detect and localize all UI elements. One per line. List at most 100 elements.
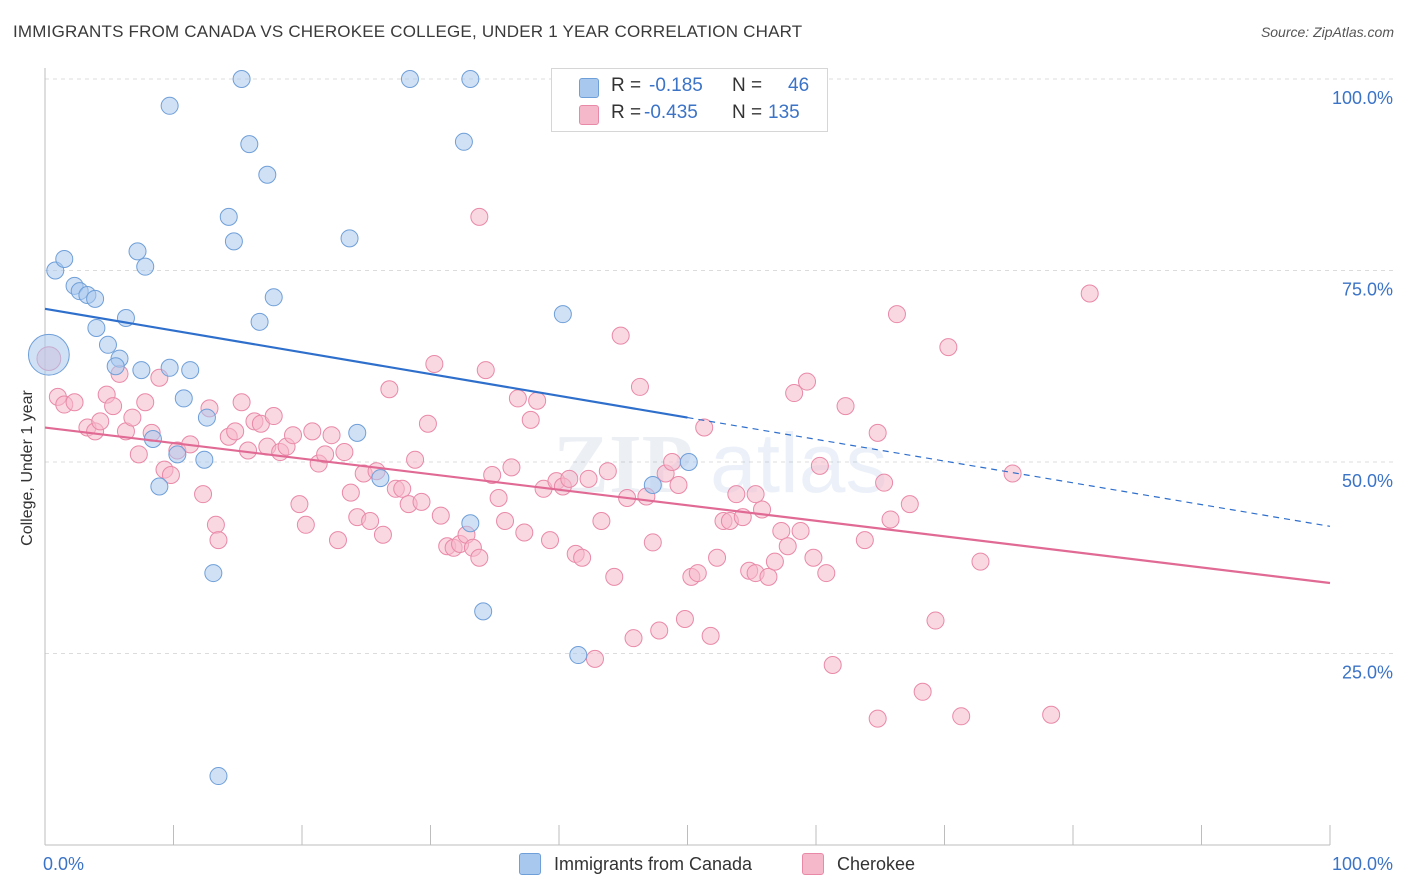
cherokee-point xyxy=(65,393,84,412)
cherokee-point xyxy=(881,510,900,529)
canada-point xyxy=(461,70,480,88)
canada-trendline-dashed xyxy=(687,416,1331,527)
cherokee-point xyxy=(663,453,682,471)
y-tick-label: 100.0% xyxy=(1332,88,1393,108)
canada-point xyxy=(197,408,216,427)
cherokee-point xyxy=(887,305,906,324)
y-tick-label: 50.0% xyxy=(1342,471,1393,491)
cherokee-point xyxy=(939,338,958,357)
cherokee-point xyxy=(431,506,450,525)
cherokee-point xyxy=(785,384,804,403)
cherokee-point xyxy=(952,707,971,726)
cherokee-point xyxy=(123,408,142,427)
cherokee-point xyxy=(643,533,662,552)
cherokee-point xyxy=(303,422,322,441)
cherokee-point xyxy=(521,410,540,429)
cherokee-point xyxy=(483,466,502,485)
cherokee-point xyxy=(701,626,720,645)
cherokee-point xyxy=(1003,464,1022,483)
x-tick-label-min: 0.0% xyxy=(43,854,84,874)
cherokee-point xyxy=(585,649,604,668)
cherokee-point xyxy=(296,515,315,534)
legend-n-label-canada: N = xyxy=(732,75,763,96)
cherokee-point xyxy=(926,611,945,630)
cherokee-point xyxy=(823,655,842,674)
legend-swatch-canada-bottom xyxy=(519,853,541,875)
cherokee-point xyxy=(528,391,547,410)
legend-name-cherokee: Cherokee xyxy=(837,853,916,874)
cherokee-point xyxy=(624,629,643,648)
cherokee-point xyxy=(489,489,508,508)
cherokee-point xyxy=(772,521,791,540)
canada-point xyxy=(454,132,473,151)
canada-point xyxy=(250,312,269,331)
canada-point xyxy=(181,361,200,380)
cherokee-point xyxy=(508,389,527,408)
cherokee-point xyxy=(598,462,617,481)
canada-point xyxy=(461,514,480,533)
cherokee-point xyxy=(264,407,283,426)
canada-point xyxy=(348,423,367,442)
canada-point xyxy=(98,335,117,354)
cherokee-point xyxy=(412,492,431,511)
cherokee-point xyxy=(91,412,110,431)
cherokee-point xyxy=(605,567,624,586)
source-label: Source: ZipAtlas.com xyxy=(1260,24,1394,40)
canada-point xyxy=(340,229,359,248)
canada-trendline xyxy=(44,307,688,419)
canada-point xyxy=(55,250,74,269)
canada-point xyxy=(204,564,223,583)
legend-n-value-cherokee: 135 xyxy=(768,102,800,123)
cherokee-point xyxy=(129,445,148,464)
cherokee-point xyxy=(611,326,630,345)
cherokee-point xyxy=(688,564,707,583)
canada-point xyxy=(168,445,187,464)
cherokee-point xyxy=(136,393,155,412)
canada-point xyxy=(371,469,390,488)
trendlines xyxy=(44,307,1331,585)
cherokee-point xyxy=(579,469,598,488)
cherokee-point xyxy=(765,552,784,571)
cherokee-point xyxy=(232,393,251,412)
canada-point xyxy=(136,257,155,276)
cherokee-point xyxy=(798,372,817,391)
cherokee-point xyxy=(875,473,894,492)
cherokee-point xyxy=(209,531,228,550)
cherokee-point xyxy=(675,610,694,629)
cherokee-point xyxy=(361,511,380,530)
legend-item-canada: Immigrants from Canada xyxy=(519,853,752,875)
legend-swatch-cherokee-bottom xyxy=(802,853,824,875)
cherokee-point xyxy=(836,397,855,416)
canada-point xyxy=(174,389,193,408)
canada-point xyxy=(258,165,277,184)
legend-swatch-canada xyxy=(579,78,599,98)
cherokee-point xyxy=(418,414,437,433)
canada-point xyxy=(474,602,493,621)
canada-point xyxy=(86,289,105,308)
cherokee-point xyxy=(695,418,714,437)
series-legend: Immigrants from Canada Cherokee xyxy=(0,853,1406,877)
cherokee-point xyxy=(284,426,303,445)
cherokee-point xyxy=(425,354,444,373)
chart-title: IMMIGRANTS FROM CANADA VS CHEROKEE COLLE… xyxy=(13,22,803,41)
cherokee-point xyxy=(194,485,213,504)
cherokee-point xyxy=(393,479,412,498)
tick-labels: 100.0% 75.0% 50.0% 25.0% 0.0% 100.0% xyxy=(43,88,1393,874)
cherokee-point xyxy=(496,511,515,530)
cherokee-point xyxy=(868,709,887,728)
canada-point xyxy=(160,96,179,115)
cherokee-point xyxy=(759,567,778,586)
cherokee-point xyxy=(335,443,354,462)
cherokee-point xyxy=(727,485,746,504)
cherokee-point xyxy=(560,469,579,488)
cherokee-point xyxy=(380,380,399,399)
canada-point xyxy=(400,70,419,88)
cherokee-point xyxy=(316,445,335,464)
y-tick-label: 25.0% xyxy=(1342,663,1393,683)
cherokee-point xyxy=(206,515,225,534)
cherokee-point xyxy=(630,377,649,396)
cherokee-point xyxy=(778,537,797,556)
legend-swatch-cherokee xyxy=(579,105,599,125)
canada-point xyxy=(264,288,283,307)
cherokee-point xyxy=(476,361,495,380)
